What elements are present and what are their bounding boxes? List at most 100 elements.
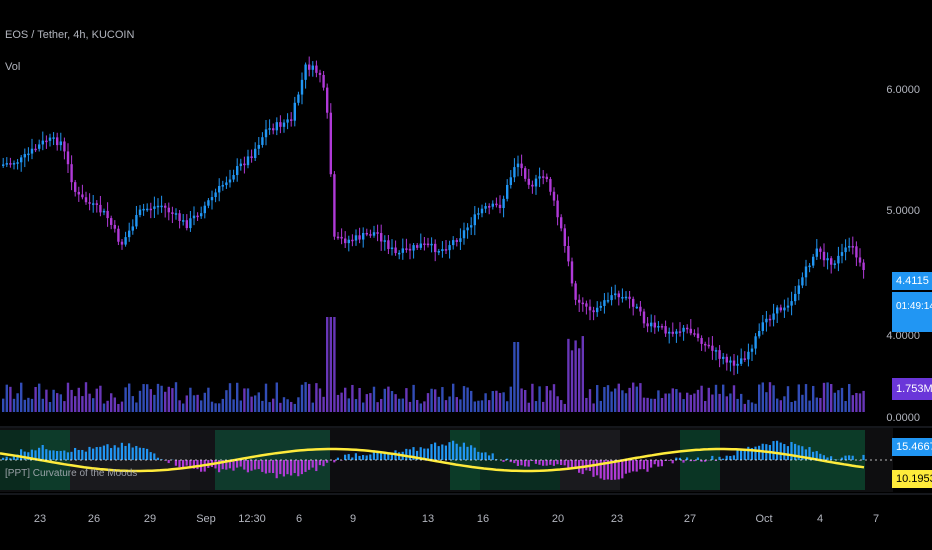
volume-bar <box>617 383 620 412</box>
candle-body <box>182 220 185 222</box>
histogram-bar <box>740 449 743 460</box>
volume-bar <box>77 387 80 412</box>
candle-body <box>840 252 844 256</box>
candle-body <box>311 65 314 70</box>
candle-body <box>639 306 642 312</box>
volume-bar <box>275 382 278 412</box>
volume-bar <box>30 398 34 412</box>
candle-body <box>599 305 602 308</box>
time-tick: 29 <box>143 513 157 525</box>
symbol-title[interactable]: EOS / Tether, 4h, KUCOIN <box>5 29 135 41</box>
candle-body <box>336 236 340 239</box>
volume-bar <box>678 392 682 412</box>
volume-bar <box>452 383 455 412</box>
volume-bar <box>38 383 41 412</box>
volume-bar <box>311 402 314 412</box>
histogram-bar <box>808 447 811 460</box>
histogram-bar <box>506 458 509 460</box>
histogram-bar <box>617 460 620 480</box>
candle-body <box>149 208 152 211</box>
histogram-bar <box>491 453 494 460</box>
volume-bar <box>390 391 394 412</box>
candle-body <box>542 176 545 178</box>
volume-bar <box>837 390 840 412</box>
candle-body <box>862 262 865 271</box>
volume-bar <box>362 402 365 412</box>
candle-body <box>30 148 34 154</box>
candle-body <box>383 240 386 242</box>
candle-body <box>142 208 145 211</box>
volume-bar <box>628 387 631 412</box>
volume-bar <box>455 397 458 412</box>
candle-body <box>790 301 793 306</box>
volume-bar <box>84 382 88 412</box>
histogram-bar <box>833 459 836 460</box>
histogram-bar <box>653 460 656 465</box>
histogram-bar <box>693 460 696 462</box>
volume-bar <box>228 383 232 412</box>
candle-body <box>603 300 606 306</box>
histogram-bar <box>603 460 606 480</box>
volume-bar <box>858 393 862 412</box>
histogram-bar <box>117 447 120 460</box>
histogram-bar <box>758 445 761 460</box>
volume-bar <box>272 398 275 412</box>
histogram-bar <box>138 447 141 460</box>
candle-body <box>246 156 250 166</box>
histogram-bar <box>538 460 541 465</box>
histogram-bar <box>574 460 577 468</box>
volume-bar <box>822 382 826 412</box>
histogram-bar <box>347 454 350 460</box>
histogram-bar <box>689 460 692 462</box>
candle-body <box>164 205 167 208</box>
histogram-bar <box>779 442 782 460</box>
histogram-bar <box>178 460 181 468</box>
candle-body <box>106 210 109 219</box>
volume-bar <box>52 389 55 412</box>
volume-bar <box>441 387 444 412</box>
histogram-bar <box>520 460 523 466</box>
candle-body <box>534 178 538 187</box>
volume-bar <box>426 393 430 412</box>
histogram-bar <box>563 460 566 466</box>
volume-bar <box>351 384 354 412</box>
candle-body <box>52 137 55 139</box>
histogram-bar <box>819 453 822 460</box>
candle-body <box>286 119 289 123</box>
candle-body <box>444 249 448 251</box>
volume-bar <box>264 383 268 412</box>
candle-body <box>491 203 494 207</box>
candle-body <box>768 318 772 321</box>
histogram-bar <box>34 450 37 460</box>
volume-bar <box>59 394 62 412</box>
candle-body <box>567 245 570 262</box>
candle-body <box>560 217 563 229</box>
indicator-legend[interactable]: [PPT] Curvature of the Moods <box>5 468 138 479</box>
histogram-bar <box>56 450 59 460</box>
volume-legend[interactable]: Vol <box>5 61 21 73</box>
volume-bar <box>840 387 844 412</box>
histogram-bar <box>408 449 411 460</box>
volume-bar <box>286 399 289 412</box>
volume-bar <box>527 402 530 412</box>
histogram-bar <box>524 460 527 467</box>
volume-bar <box>290 401 293 412</box>
histogram-bar <box>416 450 419 460</box>
volume-bar <box>117 403 120 412</box>
candle-body <box>509 177 512 185</box>
volume-bar <box>300 384 304 412</box>
volume-bar <box>596 385 599 412</box>
candle-body <box>59 141 62 146</box>
candle-body <box>369 234 372 236</box>
volume-bar <box>412 384 415 412</box>
candle-body <box>333 174 336 237</box>
time-tick: 9 <box>349 513 357 525</box>
histogram-bar <box>412 447 415 460</box>
candle-body <box>704 343 707 346</box>
time-tick: 6 <box>295 513 303 525</box>
volume-bar <box>862 390 865 412</box>
candle-body <box>578 299 581 303</box>
candle-body <box>394 247 397 254</box>
histogram-bar <box>167 460 170 464</box>
